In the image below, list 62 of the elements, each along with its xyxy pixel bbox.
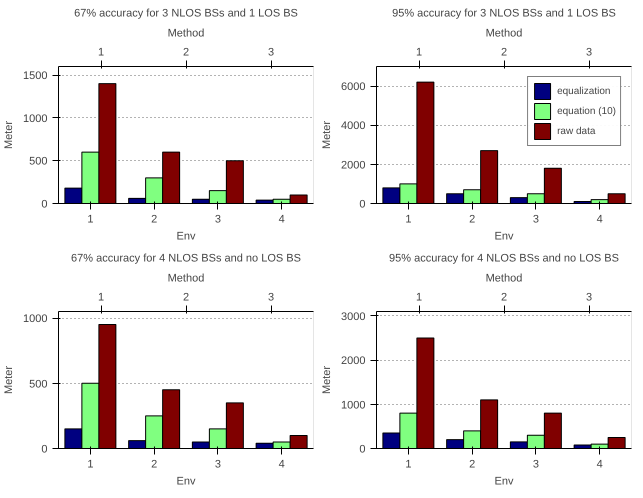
chart-title: 67% accuracy for 3 NLOS BSs and 1 LOS BS	[74, 8, 298, 20]
chart-title: 95% accuracy for 3 NLOS BSs and 1 LOS BS	[392, 8, 616, 20]
x-tick-label: 4	[596, 458, 603, 470]
y-tick-label: 500	[29, 378, 48, 390]
chart-title: 95% accuracy for 4 NLOS BSs and no LOS BS	[389, 252, 619, 264]
x2-tick-label: 2	[500, 46, 508, 58]
x-tick-label: 3	[532, 214, 539, 226]
x-tick-label: 3	[214, 458, 221, 470]
x-axis-title: Env	[494, 476, 514, 488]
x2-tick-label: 3	[268, 46, 274, 58]
x2-axis-title: Method	[168, 272, 204, 284]
x2-tick-label: 1	[416, 292, 422, 304]
y-tick-label: 1000	[23, 313, 48, 326]
x2-axis-title: Method	[486, 28, 522, 40]
x-tick-label: 4	[278, 214, 285, 226]
x2-axis-title: Method	[168, 28, 204, 40]
y-axis-title: Meter	[321, 366, 334, 394]
chart-title: 67% accuracy for 4 NLOS BSs and no LOS BS	[71, 252, 301, 264]
x-tick-label: 2	[151, 214, 158, 226]
x2-tick-label: 3	[586, 292, 592, 304]
x2-tick-label: 3	[268, 292, 274, 304]
y-tick-label: 0	[359, 198, 366, 210]
y-tick-label: 1000	[341, 399, 366, 412]
y-axis-title: Meter	[321, 120, 334, 150]
x-tick-label: 1	[405, 458, 412, 470]
y-tick-label: 2000	[341, 355, 366, 368]
x2-tick-label: 3	[586, 46, 592, 58]
y-tick-label: 6000	[341, 81, 366, 94]
y-tick-label: 4000	[341, 120, 366, 132]
x-tick-label: 1	[87, 214, 94, 226]
x2-tick-label: 1	[416, 46, 422, 58]
y-tick-label: 0	[41, 198, 48, 210]
x-tick-label: 4	[278, 458, 285, 470]
x-tick-label: 1	[405, 214, 412, 226]
y-tick-label: 1000	[23, 112, 48, 125]
x-tick-label: 2	[151, 458, 158, 470]
y-tick-label: 3000	[341, 310, 366, 323]
legend-label: equalization	[557, 86, 610, 96]
x2-tick-label: 2	[500, 292, 508, 304]
x-tick-label: 1	[87, 458, 94, 470]
y-tick-label: 2000	[341, 159, 366, 172]
x2-tick-label: 2	[182, 292, 190, 304]
x2-axis-title: Method	[486, 272, 522, 284]
x2-tick-label: 2	[182, 46, 190, 58]
y-axis-title: Meter	[3, 366, 16, 394]
x-tick-label: 3	[214, 214, 221, 226]
y-tick-label: 0	[41, 444, 48, 456]
y-tick-label: 1500	[23, 70, 48, 82]
x-axis-title: Env	[176, 230, 196, 242]
x-axis-title: Env	[494, 230, 514, 242]
x-tick-label: 2	[469, 214, 476, 226]
y-tick-label: 0	[359, 444, 366, 456]
y-tick-label: 500	[29, 156, 48, 168]
x-tick-label: 3	[532, 458, 539, 470]
x-tick-label: 4	[596, 214, 603, 226]
legend-label: raw data	[557, 126, 596, 136]
legend-label: equation (10)	[557, 106, 616, 116]
x2-tick-label: 1	[98, 292, 104, 304]
x-tick-label: 2	[469, 458, 476, 470]
x2-tick-label: 1	[98, 46, 104, 58]
x-axis-title: Env	[176, 476, 196, 488]
y-axis-title: Meter	[3, 120, 16, 150]
